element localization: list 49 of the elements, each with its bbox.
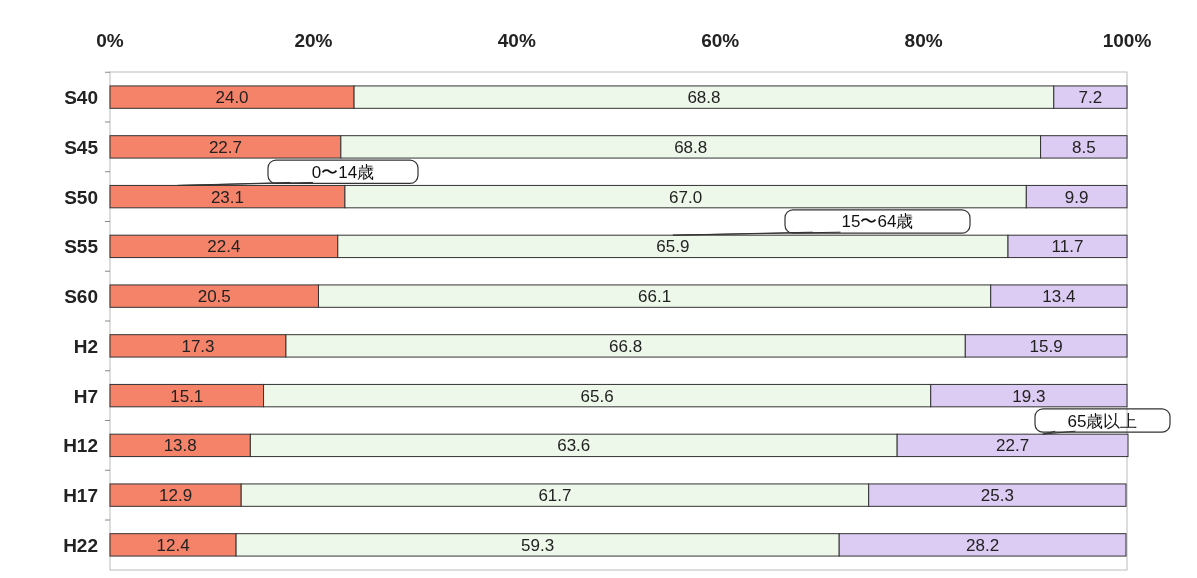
data-label: 65.6 (580, 386, 614, 406)
x-tick-label: 0% (96, 30, 124, 51)
data-label: 9.9 (1064, 187, 1089, 207)
y-tick-label: H17 (63, 485, 98, 507)
y-tick-label: H2 (73, 335, 98, 357)
data-label: 13.8 (163, 436, 197, 456)
data-label: 68.8 (687, 88, 721, 108)
data-label: 7.2 (1078, 88, 1103, 108)
y-tick-label: H22 (63, 534, 98, 556)
y-tick-label: S60 (64, 286, 98, 308)
x-tick-label: 80% (904, 30, 943, 51)
data-label: 61.7 (538, 486, 572, 506)
y-tick-label: S40 (64, 87, 98, 109)
data-label: 66.1 (638, 287, 672, 307)
y-tick-label: S45 (64, 136, 99, 158)
y-tick-label: H7 (73, 385, 98, 407)
data-label: 65.9 (656, 237, 690, 257)
y-tick-label: H12 (63, 435, 98, 457)
data-label: 28.2 (966, 535, 1000, 555)
data-label: 22.7 (996, 436, 1030, 456)
data-label: 23.1 (210, 187, 245, 207)
data-label: 15.9 (1029, 336, 1063, 356)
data-label: 8.5 (1071, 137, 1096, 157)
x-tick-label: 100% (1102, 30, 1152, 51)
data-label: 15.1 (170, 386, 204, 406)
y-tick-label: S50 (64, 186, 98, 208)
data-label: 19.3 (1012, 386, 1046, 406)
y-tick-label: S55 (64, 236, 99, 258)
data-label: 12.4 (156, 535, 190, 555)
data-label: 11.7 (1051, 237, 1084, 257)
data-label: 20.5 (197, 287, 231, 307)
data-label: 13.4 (1042, 287, 1076, 307)
data-label: 22.7 (208, 137, 242, 157)
series-label: 0〜14歳 (311, 162, 375, 182)
data-label: 59.3 (521, 535, 555, 555)
data-label: 63.6 (557, 436, 591, 456)
x-tick-label: 60% (701, 30, 740, 51)
series-label: 65歳以上 (1067, 411, 1138, 431)
data-label: 25.3 (980, 486, 1014, 506)
data-label: 66.8 (609, 336, 643, 356)
data-label: 22.4 (207, 237, 241, 257)
series-label: 15〜64歳 (841, 212, 914, 232)
data-label: 24.0 (215, 88, 249, 108)
data-label: 68.8 (674, 137, 708, 157)
data-label: 67.0 (669, 187, 703, 207)
x-tick-label: 20% (294, 30, 333, 51)
data-label: 17.3 (181, 336, 215, 356)
data-label: 12.9 (159, 486, 193, 506)
x-tick-label: 40% (497, 30, 536, 51)
